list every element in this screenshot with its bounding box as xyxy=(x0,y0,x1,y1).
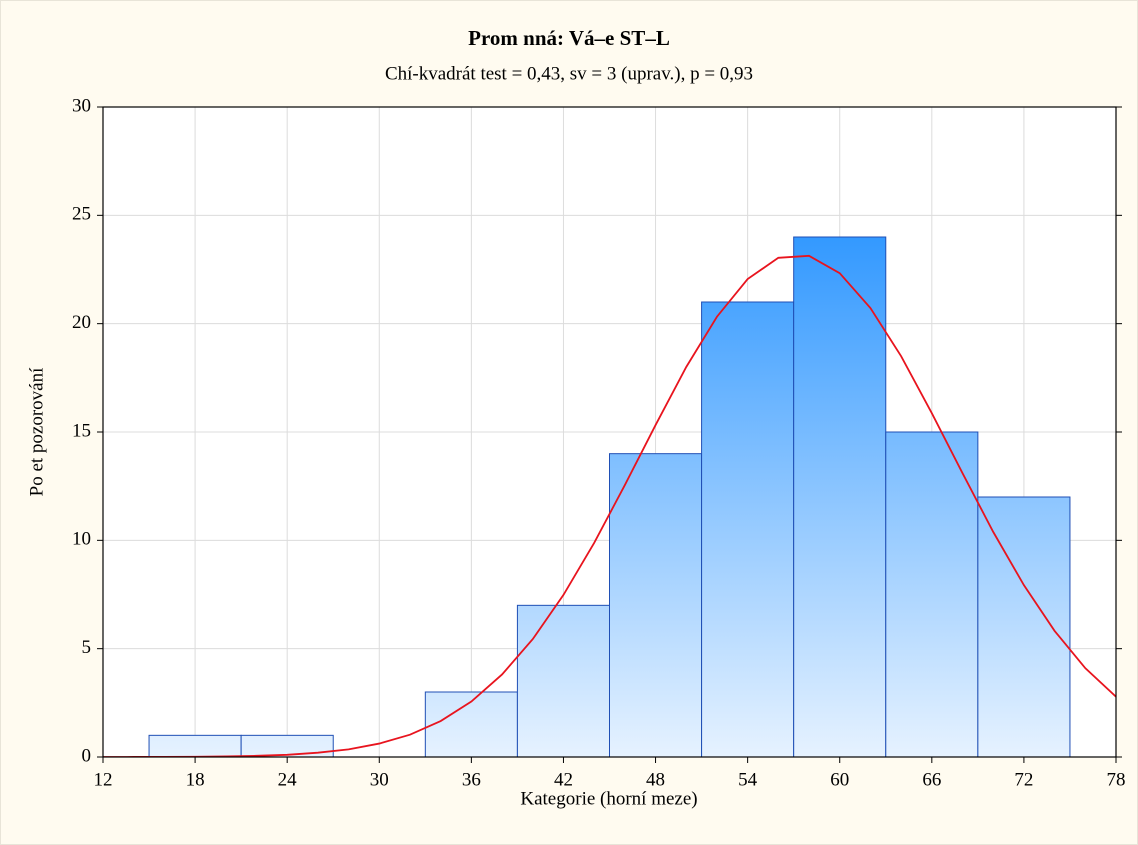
x-tick-label: 66 xyxy=(922,769,941,790)
x-tick-label: 78 xyxy=(1107,769,1126,790)
y-tick-label: 15 xyxy=(72,420,91,441)
bar xyxy=(240,734,334,758)
y-tick-label: 0 xyxy=(82,745,92,766)
fit-curve xyxy=(103,254,1116,757)
bar xyxy=(793,236,887,758)
bar xyxy=(148,734,242,758)
chart-title: Prom nná: Vá–e ST–L xyxy=(468,26,670,50)
bar xyxy=(516,604,611,758)
x-tick-label: 54 xyxy=(738,769,758,790)
y-tick-label: 5 xyxy=(82,637,92,658)
x-tick-label: 72 xyxy=(1014,769,1033,790)
x-tick-label: 12 xyxy=(94,769,113,790)
y-tick-label: 30 xyxy=(72,95,91,116)
bar xyxy=(701,301,795,758)
x-tick-label: 24 xyxy=(278,769,298,790)
bar xyxy=(885,431,979,758)
bar xyxy=(977,496,1071,758)
x-axis-label: Kategorie (horní meze) xyxy=(520,788,697,809)
curve-layer xyxy=(103,254,1116,757)
x-tick-label: 42 xyxy=(554,769,573,790)
x-tick-label: 36 xyxy=(462,769,481,790)
y-axis-label: Po et pozorování xyxy=(26,367,47,496)
bar xyxy=(609,453,703,758)
chart-subtitle: Chí-kvadrát test = 0,43, sv = 3 (uprav.)… xyxy=(385,63,753,84)
y-tick-label: 20 xyxy=(72,312,91,333)
x-tick-label: 30 xyxy=(370,769,389,790)
ticks: 0 5 10 15 20 25 30 12 18 24 30 36 42 48 54 60 66 72 78 xyxy=(72,95,1126,790)
x-tick-label: 48 xyxy=(646,769,665,790)
y-tick-label: 10 xyxy=(72,529,91,550)
x-tick-label: 18 xyxy=(186,769,205,790)
bars xyxy=(148,236,1071,758)
y-tick-label: 25 xyxy=(72,204,91,225)
x-tick-label: 60 xyxy=(830,769,849,790)
